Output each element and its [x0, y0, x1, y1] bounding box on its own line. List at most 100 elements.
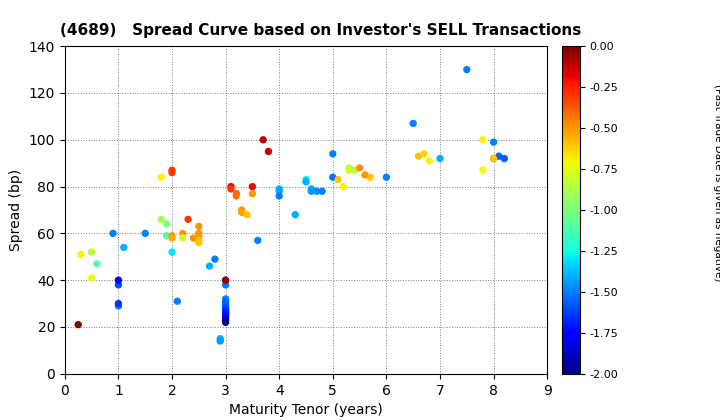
Point: [247, 183, 258, 190]
Point: [215, 338, 226, 344]
Point: [498, 155, 510, 162]
Point: [225, 183, 237, 190]
Point: [477, 136, 489, 143]
Point: [220, 305, 231, 312]
Point: [220, 277, 231, 284]
Point: [230, 193, 242, 199]
Point: [220, 300, 231, 307]
Point: [408, 120, 419, 127]
Point: [477, 167, 489, 173]
Point: [220, 317, 231, 323]
Point: [354, 165, 365, 171]
Point: [112, 302, 124, 309]
Point: [488, 139, 500, 145]
Point: [73, 321, 84, 328]
Point: [434, 155, 446, 162]
Point: [413, 153, 424, 160]
Point: [311, 188, 323, 194]
Y-axis label: Spread (bp): Spread (bp): [9, 169, 23, 251]
Point: [274, 188, 285, 194]
Point: [193, 237, 204, 244]
Point: [488, 155, 500, 162]
Point: [257, 136, 269, 143]
Point: [220, 319, 231, 326]
Point: [171, 298, 183, 304]
Point: [343, 165, 355, 171]
Point: [112, 300, 124, 307]
Point: [220, 310, 231, 316]
Point: [488, 155, 500, 162]
Point: [300, 176, 312, 183]
Point: [461, 66, 472, 73]
Point: [220, 296, 231, 302]
Point: [220, 310, 231, 316]
Point: [177, 230, 189, 237]
Point: [118, 244, 130, 251]
Point: [338, 183, 349, 190]
Point: [112, 281, 124, 288]
Point: [209, 256, 220, 262]
Point: [193, 239, 204, 246]
Point: [75, 251, 86, 258]
Point: [274, 193, 285, 199]
Point: [188, 235, 199, 242]
Point: [156, 174, 167, 181]
Point: [193, 230, 204, 237]
Point: [274, 186, 285, 192]
Point: [305, 188, 317, 194]
Point: [140, 230, 151, 237]
Point: [220, 298, 231, 304]
Point: [166, 235, 178, 242]
Point: [316, 188, 328, 194]
Point: [236, 207, 248, 213]
Point: [300, 178, 312, 185]
X-axis label: Maturity Tenor (years): Maturity Tenor (years): [229, 403, 383, 417]
Point: [381, 174, 392, 181]
Point: [263, 148, 274, 155]
Point: [359, 171, 371, 178]
Point: [327, 150, 338, 157]
Point: [348, 167, 360, 173]
Point: [220, 281, 231, 288]
Point: [91, 260, 103, 267]
Point: [204, 263, 215, 270]
Point: [166, 249, 178, 255]
Point: [289, 211, 301, 218]
Point: [305, 186, 317, 192]
Point: [112, 277, 124, 284]
Point: [236, 209, 248, 216]
Point: [86, 249, 97, 255]
Point: [364, 174, 376, 181]
Point: [166, 167, 178, 173]
Point: [423, 158, 435, 164]
Point: [112, 277, 124, 284]
Point: [177, 235, 189, 242]
Point: [220, 307, 231, 314]
Point: [166, 232, 178, 239]
Point: [230, 190, 242, 197]
Point: [220, 314, 231, 321]
Point: [156, 216, 167, 223]
Point: [247, 190, 258, 197]
Point: [220, 312, 231, 319]
Point: [418, 150, 430, 157]
Point: [493, 153, 505, 160]
Point: [327, 174, 338, 181]
Point: [166, 169, 178, 176]
Point: [333, 176, 344, 183]
Point: [86, 275, 97, 281]
Text: Time in years between 5/2/2025 and Trade Date
(Past Trade Date is given as negat: Time in years between 5/2/2025 and Trade…: [713, 84, 720, 336]
Text: (4689)   Spread Curve based on Investor's SELL Transactions: (4689) Spread Curve based on Investor's …: [60, 23, 581, 38]
Point: [343, 167, 355, 173]
Point: [193, 223, 204, 230]
Point: [252, 237, 264, 244]
Point: [220, 307, 231, 314]
Point: [241, 211, 253, 218]
Point: [220, 302, 231, 309]
Point: [225, 186, 237, 192]
Point: [161, 220, 172, 227]
Point: [220, 277, 231, 284]
Point: [161, 232, 172, 239]
Point: [215, 335, 226, 342]
Point: [182, 216, 194, 223]
